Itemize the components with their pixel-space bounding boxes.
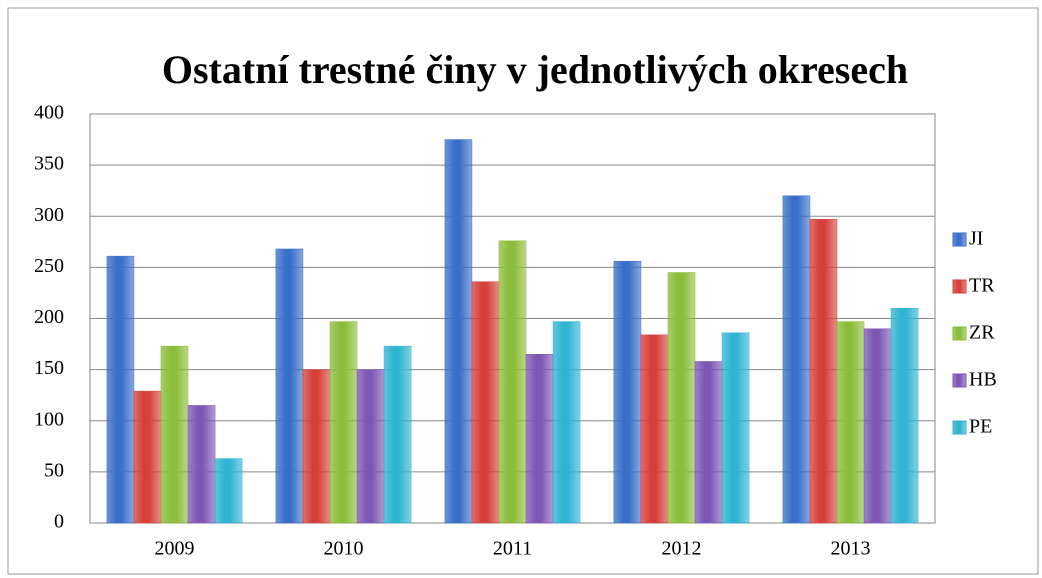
bar xyxy=(444,139,473,524)
y-tick-label: 200 xyxy=(34,306,64,328)
bar xyxy=(302,369,331,524)
bar xyxy=(498,240,527,524)
legend-swatch xyxy=(952,326,967,341)
bar xyxy=(863,328,892,524)
bar xyxy=(667,272,696,524)
bar xyxy=(694,361,723,524)
bar xyxy=(133,390,162,524)
bar xyxy=(187,405,216,524)
legend-label: PE xyxy=(969,416,992,438)
x-tick-label: 2010 xyxy=(324,538,364,560)
y-tick-label: 0 xyxy=(54,511,64,533)
bar xyxy=(356,369,385,524)
legend-label: JI xyxy=(969,228,983,250)
legend-swatch xyxy=(952,232,967,247)
y-tick-label: 50 xyxy=(44,459,64,481)
y-tick-label: 250 xyxy=(34,255,64,277)
chart-title: Ostatní trestné činy v jednotlivých okre… xyxy=(162,47,908,92)
x-tick-label: 2012 xyxy=(662,538,702,560)
legend-swatch xyxy=(952,373,967,388)
bar xyxy=(383,345,412,524)
bar xyxy=(640,334,669,524)
bar xyxy=(214,458,243,524)
bar xyxy=(890,308,919,524)
bar xyxy=(275,248,304,524)
bar xyxy=(836,321,865,524)
bar xyxy=(525,354,554,524)
bar xyxy=(160,345,189,524)
bar xyxy=(471,281,500,524)
x-tick-label: 2011 xyxy=(493,538,532,560)
bar xyxy=(329,321,358,524)
x-tick-label: 2013 xyxy=(831,538,871,560)
legend-swatch xyxy=(952,420,967,435)
x-tick-label: 2009 xyxy=(155,538,195,560)
legend-swatch xyxy=(952,279,967,294)
bar xyxy=(106,255,135,524)
y-tick-label: 150 xyxy=(34,357,64,379)
legend-label: HB xyxy=(969,369,997,391)
y-tick-label: 350 xyxy=(34,153,64,175)
y-tick-label: 400 xyxy=(34,102,64,124)
y-tick-label: 300 xyxy=(34,204,64,226)
legend-label: TR xyxy=(969,275,995,297)
bar xyxy=(613,260,642,524)
legend-label: ZR xyxy=(969,322,995,344)
bar xyxy=(552,321,581,524)
y-tick-label: 100 xyxy=(34,408,64,430)
bar xyxy=(782,195,811,524)
bar xyxy=(721,332,750,524)
bar xyxy=(809,219,838,524)
